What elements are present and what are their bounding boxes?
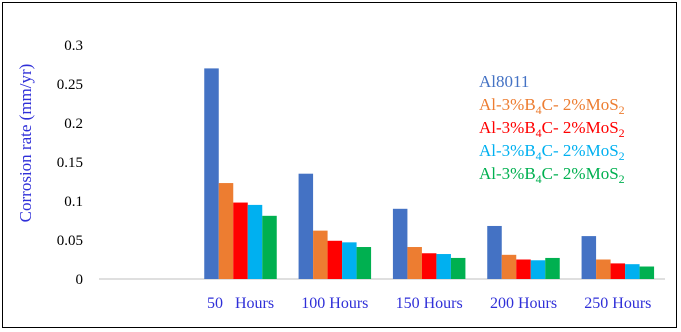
x-tick-label: 250 Hours	[584, 295, 651, 312]
bar-series5-cat5	[639, 266, 655, 279]
x-tick-label: 200 Hours	[490, 295, 557, 312]
y-axis-label: Corrosion rate (mm/yr)	[16, 64, 35, 223]
bar-series3-cat4	[516, 259, 531, 279]
x-tick-label: 150 Hours	[396, 295, 463, 312]
bar-series2-cat5	[596, 259, 611, 279]
bar-series2-cat4	[501, 254, 517, 279]
bar-series5-cat4	[545, 257, 560, 279]
legend-entry-3: Al-3%B4C- 2%MoS2	[479, 118, 625, 140]
y-axis-ticks: 0 0.05 0.1 0.15 0.2 0.25 0.3	[57, 38, 83, 288]
bar-series5-cat1	[262, 215, 277, 279]
y-tick-label: 0	[76, 272, 84, 288]
y-tick-label: 0.2	[64, 116, 83, 132]
x-axis-ticks: 50 Hours 100 Hours 150 Hours 200 Hours 250 H…	[207, 295, 651, 312]
bar-series1-cat1	[204, 68, 219, 280]
bar-series5-cat2	[356, 247, 372, 279]
chart-frame: Corrosion rate (mm/yr) 0 0.05 0.1 0.15 0.2 0.…	[2, 2, 677, 328]
bar-series1-cat4	[487, 225, 502, 279]
bar-series1-cat5	[581, 236, 597, 279]
corrosion-rate-bar-chart: Corrosion rate (mm/yr) 0 0.05 0.1 0.15 0.2 0.…	[16, 38, 665, 312]
y-tick-label: 0.1	[64, 194, 83, 210]
y-tick-label: 0.05	[57, 233, 83, 249]
bar-series2-cat3	[407, 247, 422, 279]
bar-series2-cat2	[313, 230, 328, 279]
bar-series1-cat2	[298, 173, 314, 279]
legend-entry-1: Al8011	[479, 72, 529, 91]
bar-series3-cat1	[233, 202, 248, 279]
bar-series4-cat1	[247, 204, 263, 279]
bar-series2-cat1	[218, 183, 234, 279]
y-axis-label-group: Corrosion rate (mm/yr)	[16, 64, 35, 223]
x-tick-label: 50 Hours	[207, 295, 274, 312]
bar-series4-cat3	[436, 254, 451, 279]
bar-series4-cat4	[530, 260, 546, 279]
y-tick-label: 0.3	[64, 38, 83, 54]
bar-series4-cat2	[342, 242, 357, 279]
y-tick-label: 0.25	[57, 77, 83, 93]
bar-series1-cat3	[392, 208, 408, 279]
bar-series3-cat3	[421, 253, 437, 279]
legend-entry-5: Al-3%B4C- 2%MoS2	[479, 164, 625, 186]
bar-series3-cat5	[610, 263, 626, 279]
y-tick-label: 0.15	[57, 155, 83, 171]
bar-series4-cat5	[625, 264, 640, 279]
bar-series3-cat2	[327, 240, 343, 279]
bar-series5-cat3	[450, 257, 466, 279]
x-tick-label: 100 Hours	[301, 295, 368, 312]
legend-entry-2: Al-3%B4C- 2%MoS2	[479, 95, 625, 117]
legend-entry-4: Al-3%B4C- 2%MoS2	[479, 141, 625, 163]
bars-group	[204, 68, 655, 280]
